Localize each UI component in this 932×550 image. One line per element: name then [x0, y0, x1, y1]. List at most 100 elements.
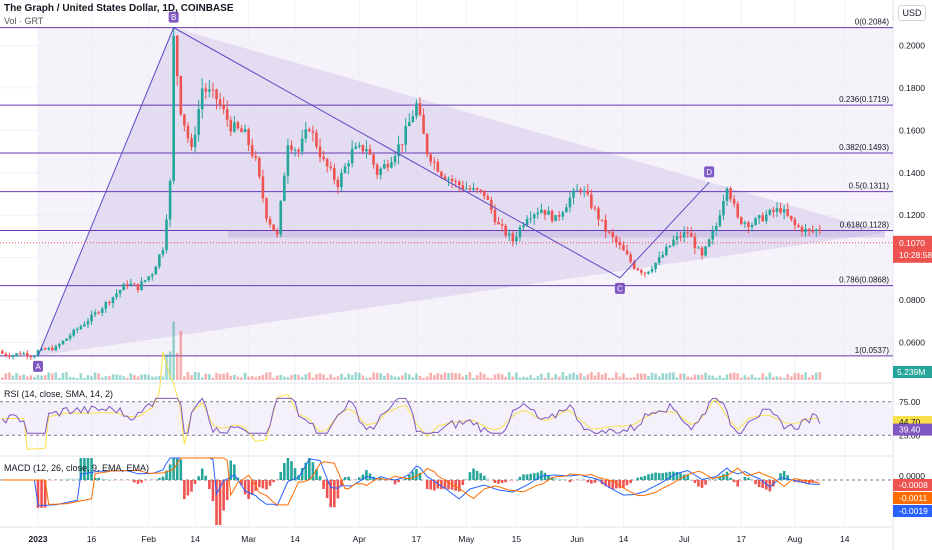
volume-bar: [479, 372, 482, 380]
time-axis-label: 14: [190, 534, 200, 544]
candle-body: [193, 134, 197, 148]
volume-bar: [372, 372, 375, 380]
macd-histogram-bar: [365, 470, 368, 480]
fib-level-label: 0(0.2084): [855, 18, 890, 27]
macd-histogram-bar: [586, 480, 590, 483]
candle-body: [618, 242, 622, 246]
candle-body: [11, 355, 15, 357]
pattern-point-marker: [614, 282, 625, 294]
price-axis-label: 0.1200: [899, 210, 925, 220]
volume-badge: [893, 366, 932, 378]
candle-body: [665, 247, 668, 255]
candle-body: [540, 209, 543, 213]
macd-histogram-bar: [58, 479, 61, 481]
volume-bar: [143, 373, 147, 380]
macd-histogram-bar: [729, 477, 732, 480]
macd-histogram-bar: [568, 480, 572, 483]
macd-histogram-bar: [268, 480, 272, 486]
volume-bar: [482, 374, 486, 380]
volume-bar: [739, 377, 743, 380]
candle-body: [782, 209, 786, 213]
macd-histogram-bar: [43, 480, 47, 508]
macd-histogram-bar: [368, 473, 372, 480]
candle-body: [500, 224, 504, 226]
macd-histogram-bar: [272, 480, 275, 483]
macd-histogram-bar: [386, 478, 390, 480]
macd-histogram-bar: [343, 477, 347, 480]
volume-bar: [190, 375, 193, 380]
macd-histogram-bar: [154, 479, 158, 480]
candle-body: [707, 239, 711, 247]
macd-histogram-bar: [290, 461, 293, 480]
candle-body: [518, 227, 522, 238]
volume-bar: [515, 372, 518, 380]
candle-body: [686, 232, 690, 234]
macd-histogram-bar: [636, 477, 640, 480]
macd-histogram-bar: [165, 470, 168, 480]
macd-histogram-bar: [97, 477, 100, 480]
candle-body: [482, 190, 486, 197]
volume-bar: [779, 376, 782, 380]
candle-body: [140, 281, 143, 291]
volume-bar: [358, 372, 361, 380]
volume-bar: [529, 374, 532, 380]
candle-body: [440, 171, 443, 177]
volume-bar: [754, 377, 757, 380]
volume-bar: [800, 374, 804, 380]
candle-body: [154, 266, 158, 275]
macd-histogram-bar: [565, 479, 568, 481]
volume-bar: [722, 377, 725, 380]
volume-bar: [450, 372, 454, 380]
candle-body: [333, 167, 336, 180]
candle-body: [718, 215, 722, 227]
rsi-axis-label: 75.00: [899, 397, 921, 407]
candle-body: [657, 257, 661, 263]
volume-bar: [650, 372, 654, 380]
macd-histogram-bar: [536, 472, 540, 480]
volume-bar: [211, 377, 215, 380]
macd-histogram-bar: [93, 477, 97, 480]
volume-bar: [172, 321, 175, 380]
candle-body: [4, 353, 8, 356]
candle-body: [358, 145, 361, 147]
volume-bar: [590, 372, 593, 380]
macd-histogram-bar: [265, 480, 268, 490]
volume-bar: [607, 377, 611, 380]
macd-histogram-bar: [615, 480, 618, 489]
price-axis-label: 0.1800: [899, 83, 925, 93]
candle-body: [565, 207, 568, 213]
volume-bar: [22, 374, 26, 380]
volume-bar: [386, 373, 390, 380]
macd-histogram-bar: [118, 480, 122, 481]
volume-bar: [311, 377, 315, 380]
volume-bar: [814, 372, 818, 380]
currency-button[interactable]: USD: [898, 5, 926, 21]
macd-histogram-bar: [693, 480, 697, 483]
candle-body: [86, 321, 90, 325]
macd-histogram-bar: [761, 480, 765, 488]
volume-bar: [297, 374, 300, 380]
volume-bar: [179, 330, 183, 380]
volume-bar: [657, 376, 661, 380]
macd-histogram-bar: [575, 480, 579, 481]
volume-bar: [308, 372, 311, 380]
volume-bar: [475, 375, 479, 380]
macd-histogram-bar: [329, 480, 333, 508]
candle-body: [343, 166, 347, 173]
macd-histogram-bar: [672, 471, 675, 480]
volume-bar: [283, 376, 286, 380]
time-axis-label: Jun: [570, 534, 584, 544]
volume-bar: [586, 374, 590, 380]
volume-bar: [275, 375, 279, 380]
volume-bar: [193, 372, 197, 380]
candle-body: [586, 190, 590, 195]
volume-bar: [236, 376, 240, 380]
macd-histogram-bar: [225, 480, 229, 501]
candle-body: [525, 218, 529, 226]
candle-body: [100, 308, 104, 313]
volume-bar: [557, 376, 561, 380]
rsi-sma-value: 44.70: [899, 417, 921, 427]
volume-bar: [122, 376, 125, 380]
candle-body: [739, 217, 743, 224]
